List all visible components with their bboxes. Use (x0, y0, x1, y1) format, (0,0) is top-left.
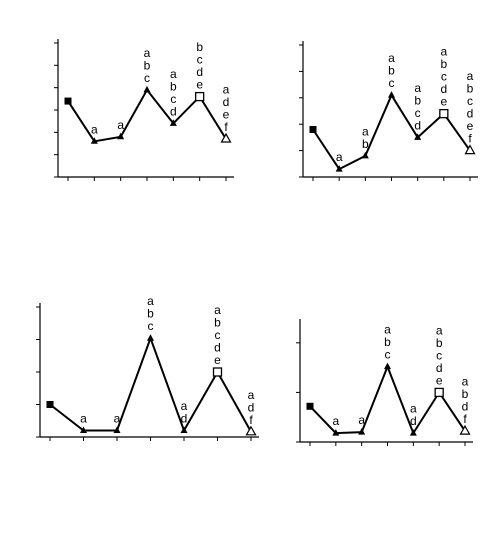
significance-letters: a (114, 412, 121, 426)
significance-letters: a (332, 414, 339, 428)
data-point (169, 119, 177, 126)
data-point (117, 132, 125, 140)
data-point (212, 367, 223, 377)
data-point (90, 137, 98, 144)
chart-panel-2: a a b a b c a b c d a b c d e a b c d e f (299, 41, 478, 181)
data-point (245, 425, 257, 436)
data-point (409, 429, 417, 436)
significance-letters: a (91, 122, 98, 136)
significance-letters: a (117, 118, 124, 132)
data-point (459, 424, 471, 435)
data-point (309, 125, 317, 133)
significance-letters: a (358, 413, 365, 427)
data-point (439, 108, 449, 119)
data-point (464, 144, 476, 155)
data-point (361, 151, 369, 159)
data-point (80, 426, 87, 433)
data-point (384, 362, 391, 370)
significance-letters: a (80, 412, 87, 426)
data-point (358, 428, 366, 435)
chart-panel-1: a a a b c a b c d b c d e a d e f (54, 39, 234, 181)
chart-panel-3: a a a b c a d a b c d e a d f (36, 294, 259, 441)
data-point (180, 426, 188, 433)
data-point (335, 165, 343, 172)
data-point (220, 132, 232, 143)
data-point (64, 97, 72, 105)
significance-letters: a (336, 150, 343, 164)
data-point (332, 429, 340, 436)
data-point (434, 387, 444, 398)
data-point (46, 401, 54, 408)
data-point (195, 91, 205, 102)
chart-panel-4: a a a b c a d a b c d e a b d f (296, 319, 473, 446)
data-point (143, 85, 151, 93)
data-point (113, 426, 121, 433)
data-point (147, 334, 154, 341)
data-point (306, 402, 314, 410)
data-point (388, 91, 395, 98)
data-point (414, 133, 422, 140)
